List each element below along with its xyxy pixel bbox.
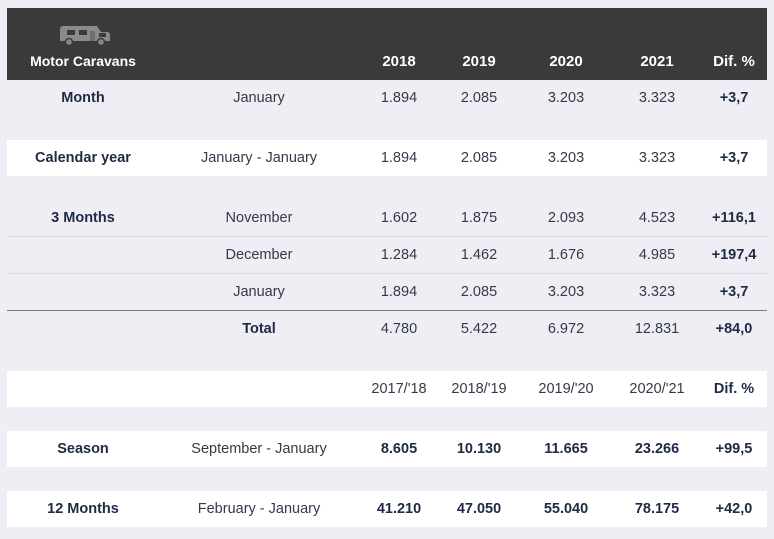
cell-2021: 3.323 [638, 150, 676, 166]
cell-2021: 12.831 [634, 321, 680, 337]
row-label: Season [57, 441, 109, 457]
cell-2020-21: 23.266 [634, 441, 680, 457]
row-label: Month [61, 90, 105, 106]
cell-2018: 1.894 [380, 90, 418, 106]
cell-2018: 1.284 [380, 247, 418, 263]
cell-2018: 1.602 [380, 210, 418, 226]
cell-2018: 1.894 [380, 284, 418, 300]
cell-2017-18: 8.605 [380, 441, 418, 457]
cell-dif: +116,1 [712, 210, 756, 226]
cell-2020: 3.203 [547, 90, 585, 106]
cell-2017-18: 41.210 [376, 501, 422, 517]
header-col-dif: Dif. % [713, 52, 755, 70]
row-label: 3 Months [51, 210, 115, 226]
season-col-dif: Dif. % [713, 381, 755, 397]
cell-2020: 1.676 [547, 247, 585, 263]
row-label: Calendar year [35, 150, 131, 166]
header-col-2021: 2021 [640, 52, 674, 70]
cell-2019: 2.085 [460, 284, 498, 300]
cell-2019: 1.875 [460, 210, 498, 226]
cell-2018: 4.780 [380, 321, 418, 337]
row-period: January - January [200, 150, 318, 166]
cell-2021: 4.523 [638, 210, 676, 226]
table-row-3-months-january: January 1.894 2.085 3.203 3.323 +3,7 [7, 274, 767, 311]
table-header: Motor Caravans 2018 2019 2020 2021 Dif. … [7, 8, 767, 80]
row-label: 12 Months [47, 501, 119, 517]
header-col-2019: 2019 [462, 52, 496, 70]
table-row-season: Season September - January 8.605 10.130 … [7, 431, 767, 467]
season-col-2019-20: 2019/'20 [538, 381, 594, 397]
season-col-2018-19: 2018/'19 [451, 381, 507, 397]
cell-2019-20: 11.665 [544, 441, 588, 457]
cell-dif: +84,0 [715, 321, 753, 337]
cell-2021: 3.323 [638, 90, 676, 106]
row-period: September - January [191, 441, 327, 457]
cell-2020: 6.972 [547, 321, 585, 337]
row-total-label: Total [242, 321, 276, 337]
cell-2019-20: 55.040 [543, 501, 589, 517]
statistics-table: Motor Caravans 2018 2019 2020 2021 Dif. … [7, 8, 767, 527]
cell-2019: 5.422 [460, 321, 498, 337]
cell-dif: +42,0 [715, 501, 753, 517]
cell-2021: 4.985 [638, 247, 676, 263]
header-col-2018: 2018 [382, 52, 416, 70]
cell-2020-21: 78.175 [634, 501, 680, 517]
table-row-3-months-december: December 1.284 1.462 1.676 4.985 +197,4 [7, 237, 767, 274]
cell-2019: 1.462 [460, 247, 498, 263]
cell-dif: +3,7 [719, 284, 749, 300]
cell-2019: 2.085 [460, 90, 498, 106]
header-title: Motor Caravans [30, 53, 136, 69]
cell-2018: 1.894 [380, 150, 418, 166]
cell-2019: 2.085 [460, 150, 498, 166]
season-header-row: 2017/'18 2018/'19 2019/'20 2020/'21 Dif.… [7, 371, 767, 407]
cell-2018-19: 47.050 [456, 501, 502, 517]
cell-dif: +3,7 [719, 90, 749, 106]
table-row-month: Month January 1.894 2.085 3.203 3.323 +3… [7, 80, 767, 116]
table-row-calendar-year: Calendar year January - January 1.894 2.… [7, 140, 767, 176]
row-period: November [225, 210, 293, 226]
table-row-3-months-total: Total 4.780 5.422 6.972 12.831 +84,0 [7, 311, 767, 347]
header-col-2020: 2020 [549, 52, 583, 70]
row-period: January [233, 90, 285, 106]
cell-2021: 3.323 [638, 284, 676, 300]
cell-2020: 3.203 [547, 284, 585, 300]
cell-dif: +99,5 [715, 441, 753, 457]
cell-2020: 2.093 [547, 210, 585, 226]
row-period: January [233, 284, 285, 300]
cell-dif: +3,7 [719, 150, 749, 166]
row-period: December [225, 247, 293, 263]
cell-2018-19: 10.130 [456, 441, 502, 457]
table-row-12-months: 12 Months February - January 41.210 47.0… [7, 491, 767, 527]
table-row-3-months-november: 3 Months November 1.602 1.875 2.093 4.52… [7, 200, 767, 237]
cell-2020: 3.203 [547, 150, 585, 166]
season-col-2017-18: 2017/'18 [371, 381, 427, 397]
season-col-2020-21: 2020/'21 [629, 381, 685, 397]
row-period: February - January [197, 501, 321, 517]
motor-caravan-icon [60, 26, 110, 47]
cell-dif: +197,4 [711, 247, 757, 263]
